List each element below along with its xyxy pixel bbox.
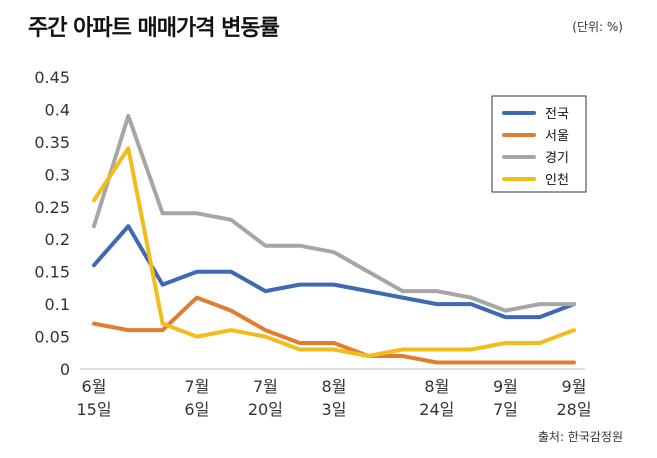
- x-tick-label-month: 6월: [82, 377, 107, 396]
- y-axis: 0 0.05 0.1 0.15 0.2 0.25 0.3 0.35 0.4 0.45: [34, 68, 70, 379]
- y-tick-label: 0.4: [45, 100, 70, 119]
- source-label: 출처: 한국감정원: [537, 430, 623, 444]
- y-tick-label: 0.05: [34, 328, 70, 347]
- series-line-경기: [92, 113, 576, 313]
- series-line-전국: [92, 224, 576, 320]
- series-group: [92, 113, 576, 365]
- y-tick-label: 0: [60, 360, 70, 379]
- y-tick-label: 0.3: [45, 165, 70, 184]
- x-tick-label-month: 7월: [253, 377, 278, 396]
- x-tick-label-month: 8월: [424, 377, 449, 396]
- x-tick-label-month: 9월: [493, 377, 518, 396]
- legend-label-인천: 인천: [545, 173, 569, 188]
- x-tick-label-day: 7일: [493, 400, 518, 419]
- legend-label-전국: 전국: [545, 107, 569, 122]
- x-tick-label-day: 15일: [76, 400, 111, 419]
- chart-title: 주간 아파트 매매가격 변동률: [28, 16, 280, 41]
- legend-label-서울: 서울: [545, 129, 569, 144]
- y-tick-label: 0.25: [34, 198, 70, 217]
- y-tick-label: 0.1: [45, 295, 70, 314]
- legend-label-경기: 경기: [545, 151, 569, 166]
- x-axis: 6월 15일 7월 6일 7월 20일 8월 3일 8월 24일 9월 7일 9월 28일: [76, 377, 591, 419]
- x-tick-label-day: 20일: [248, 400, 283, 419]
- series-line-서울: [92, 295, 576, 365]
- y-tick-label: 0.2: [45, 230, 70, 249]
- x-tick-label-day: 24일: [419, 400, 454, 419]
- x-tick-label-day: 28일: [556, 400, 591, 419]
- y-tick-label: 0.35: [34, 133, 70, 152]
- y-tick-label: 0.45: [34, 68, 70, 87]
- x-tick-label-month: 8월: [322, 377, 347, 396]
- y-tick-label: 0.15: [34, 263, 70, 282]
- x-tick-label-month: 9월: [562, 377, 587, 396]
- unit-label: (단위: %): [572, 20, 623, 34]
- x-tick-label-day: 3일: [322, 400, 347, 419]
- x-tick-label-day: 6일: [184, 400, 209, 419]
- x-tick-label-month: 7월: [184, 377, 209, 396]
- series-line-인천: [92, 146, 576, 358]
